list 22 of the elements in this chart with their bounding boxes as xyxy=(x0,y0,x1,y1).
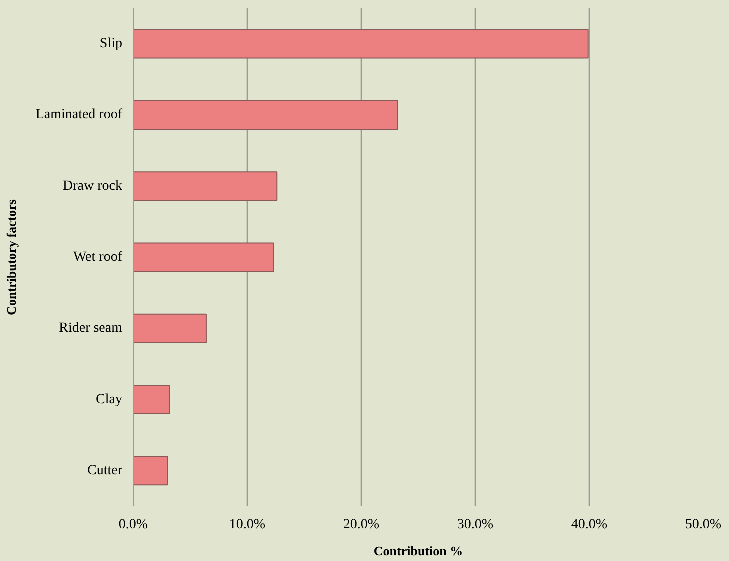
x-tick-label: 30.0% xyxy=(457,518,494,532)
y-tick-label: Rider seam xyxy=(59,321,123,336)
bar xyxy=(134,100,398,130)
y-tick-label: Cutter xyxy=(88,463,123,478)
x-tick-label: 50.0% xyxy=(685,518,722,532)
bar xyxy=(134,242,274,272)
y-axis-title: Contributory factors xyxy=(4,200,19,316)
bar xyxy=(134,385,170,415)
y-tick-label: Draw rock xyxy=(63,178,123,194)
y-tick-label: Clay xyxy=(96,392,123,408)
y-tick-label: Slip xyxy=(100,36,123,52)
bar xyxy=(134,29,589,59)
x-tick-label: 10.0% xyxy=(229,518,266,532)
x-tick-label: 40.0% xyxy=(571,518,608,532)
bar xyxy=(134,172,278,202)
x-tick-label: 0.0% xyxy=(118,518,148,532)
bar xyxy=(134,456,168,486)
y-tick-label: Wet roof xyxy=(73,250,123,265)
y-tick-label: Laminated roof xyxy=(36,108,123,123)
x-axis-title: Contribution % xyxy=(374,544,464,558)
x-tick-label: 20.0% xyxy=(343,518,380,532)
bar xyxy=(134,314,207,344)
